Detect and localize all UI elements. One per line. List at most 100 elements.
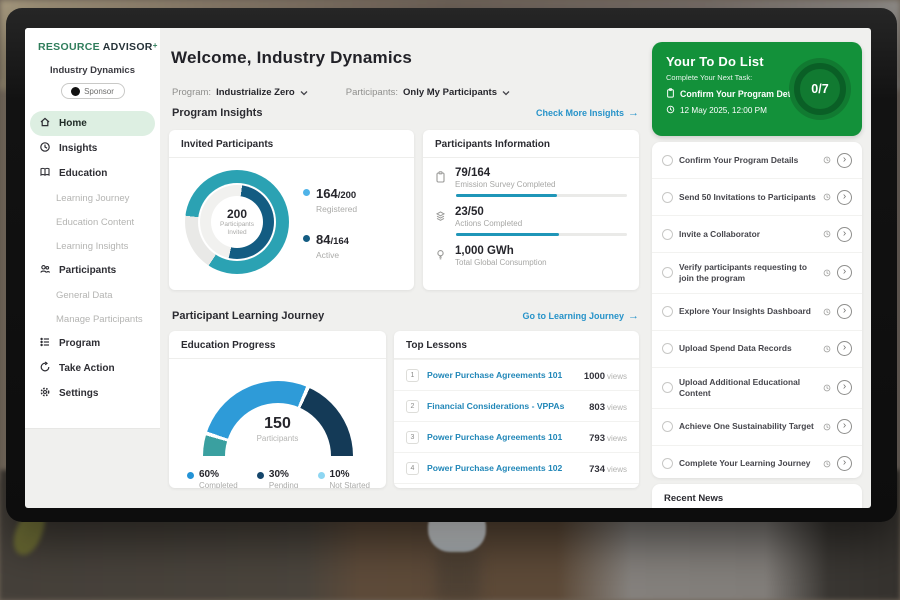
chevron-right-button[interactable]: › — [837, 265, 852, 281]
chevron-right-button[interactable]: › — [837, 380, 852, 396]
task-row-upload-educational-content[interactable]: Upload Additional Educational Content › — [652, 366, 862, 408]
lesson-row: 2 Financial Considerations - VPPAs 803 vi… — [394, 390, 639, 421]
task-checkbox[interactable] — [662, 458, 673, 470]
task-label: Upload Spend Data Records — [679, 343, 792, 354]
sidebar-item-program[interactable]: Program — [25, 331, 160, 356]
sidebar-item-settings[interactable]: Settings — [25, 381, 160, 406]
task-checkbox[interactable] — [662, 421, 673, 433]
recent-news-title: Recent News — [652, 484, 862, 508]
sidebar-item-take-action[interactable]: Take Action — [25, 356, 160, 381]
task-label: Verify participants requesting to join t… — [679, 262, 807, 283]
sidebar-item-label: Learning Insights — [56, 240, 129, 252]
info-value: 1,000 GWh — [455, 245, 514, 257]
task-label: Complete Your Learning Journey — [679, 458, 811, 469]
chevron-right-button[interactable]: › — [837, 341, 852, 357]
task-checkbox[interactable] — [662, 306, 673, 318]
clock-icon — [823, 188, 831, 206]
learning-journey-title: Participant Learning Journey — [172, 310, 325, 322]
task-row-upload-spend-data[interactable]: Upload Spend Data Records › — [652, 329, 862, 367]
task-row-achieve-target[interactable]: Achieve One Sustainability Target › — [652, 407, 862, 445]
lesson-rank: 4 — [406, 461, 419, 475]
task-label: Confirm Your Program Details — [679, 154, 799, 165]
participants-filter[interactable]: Participants: Only My Participants — [346, 83, 510, 101]
sidebar-item-participants[interactable]: Participants — [25, 258, 160, 283]
next-task-label: Confirm Your Program Details — [680, 89, 806, 99]
task-checkbox[interactable] — [662, 382, 673, 394]
sidebar-item-label: General Data — [56, 289, 113, 301]
todo-next-task: Confirm Your Program Details — [666, 88, 850, 100]
participants-filter-value: Only My Participants — [403, 86, 497, 98]
sponsor-label: Sponsor — [84, 86, 114, 96]
arrow-right-icon: → — [628, 310, 639, 322]
clock-icon — [666, 105, 675, 116]
sidebar-item-general-data[interactable]: General Data — [25, 283, 160, 307]
program-filter[interactable]: Program: Industrialize Zero — [172, 83, 308, 101]
task-label: Explore Your Insights Dashboard — [679, 306, 811, 317]
sidebar-item-manage-participants[interactable]: Manage Participants — [25, 307, 160, 331]
lesson-link[interactable]: Power Purchase Agreements 102 — [427, 463, 563, 473]
legend-label: Active — [316, 249, 340, 260]
datetime-label: 12 May 2025, 12:00 PM — [680, 106, 767, 115]
gear-icon — [39, 386, 51, 401]
donut-center: 200 Participants Invited — [211, 196, 263, 248]
task-checkbox[interactable] — [662, 343, 673, 355]
program-insights-header: Program Insights Check More Insights → — [172, 107, 639, 119]
legend-label: Pending — [268, 481, 299, 488]
chevron-right-button[interactable]: › — [837, 189, 852, 205]
legend-pct: 60% — [199, 469, 220, 480]
task-row-complete-learning-journey[interactable]: Complete Your Learning Journey › — [652, 444, 862, 478]
task-row-confirm-program[interactable]: Confirm Your Program Details › — [652, 142, 862, 178]
task-checkbox[interactable] — [662, 191, 673, 203]
views-suffix: views — [606, 465, 627, 474]
sidebar-item-learning-journey[interactable]: Learning Journey — [25, 186, 160, 210]
chevron-right-button[interactable]: › — [837, 419, 852, 435]
task-row-explore-insights[interactable]: Explore Your Insights Dashboard › — [652, 292, 862, 330]
sidebar-item-label: Education — [59, 168, 108, 179]
chevron-right-button[interactable]: › — [837, 152, 852, 168]
lesson-link[interactable]: Power Purchase Agreements 101 — [427, 432, 563, 442]
task-row-send-invitations[interactable]: Send 50 Invitations to Participants › — [652, 178, 862, 215]
info-row-survey: 79/164 Emission Survey Completed — [423, 158, 639, 189]
task-checkbox[interactable] — [662, 154, 673, 166]
sidebar-item-insights[interactable]: Insights — [25, 136, 160, 161]
info-row-actions: 23/50 Actions Completed — [423, 197, 639, 228]
task-checkbox[interactable] — [662, 267, 673, 279]
clock-icon — [823, 455, 831, 473]
app-logo: RESOURCE ADVISOR+ — [25, 28, 160, 53]
link-label: Go to Learning Journey — [522, 311, 624, 321]
lesson-link[interactable]: Power Purchase Agreements 101 — [427, 370, 563, 380]
todo-list-card: Confirm Your Program Details › Send 50 I… — [652, 142, 862, 478]
sidebar-item-learning-insights[interactable]: Learning Insights — [25, 234, 160, 258]
task-label: Send 50 Invitations to Participants — [679, 191, 816, 202]
participants-filter-label: Participants: — [345, 86, 399, 98]
participants-information-card: Participants Information 79/164 Emission… — [423, 130, 639, 290]
task-label: Achieve One Sustainability Target — [679, 421, 814, 432]
sidebar-nav: Home Insights Education Learning Journey… — [25, 111, 160, 406]
legend-dot — [317, 472, 325, 479]
filter-bar: Program: Industrialize Zero Participants… — [172, 83, 510, 101]
chevron-right-button[interactable]: › — [837, 304, 852, 320]
sidebar-item-home[interactable]: Home — [30, 111, 155, 136]
insights-icon — [39, 141, 51, 156]
sidebar-item-label: Home — [59, 118, 87, 129]
chevron-right-button[interactable]: › — [837, 456, 852, 472]
gauge-center-label: Participants — [256, 434, 299, 443]
lesson-row: 4 Power Purchase Agreements 102 734 views — [394, 452, 639, 483]
card-title: Invited Participants — [169, 130, 414, 158]
task-checkbox[interactable] — [662, 228, 673, 240]
sidebar-item-education[interactable]: Education — [25, 161, 160, 186]
task-row-invite-collaborator[interactable]: Invite a Collaborator › — [652, 215, 862, 252]
invited-participants-card: Invited Participants 200 Participants In… — [169, 130, 414, 290]
check-more-insights-link[interactable]: Check More Insights → — [536, 107, 639, 119]
go-to-learning-journey-link[interactable]: Go to Learning Journey → — [522, 310, 639, 322]
task-row-verify-participants[interactable]: Verify participants requesting to join t… — [652, 252, 862, 293]
top-lessons-card: Top Lessons 1 Power Purchase Agreements … — [394, 331, 639, 488]
legend-label: Registered — [316, 203, 358, 214]
sidebar-item-label: Insights — [59, 143, 98, 154]
org-name: Industry Dynamics — [50, 65, 135, 76]
chevron-right-button[interactable]: › — [837, 226, 852, 242]
lesson-link[interactable]: Financial Considerations - VPPAs — [427, 401, 565, 411]
task-label: Upload Additional Educational Content — [679, 376, 801, 398]
legend-value: 164 — [316, 185, 338, 201]
sidebar-item-education-content[interactable]: Education Content — [25, 210, 160, 234]
